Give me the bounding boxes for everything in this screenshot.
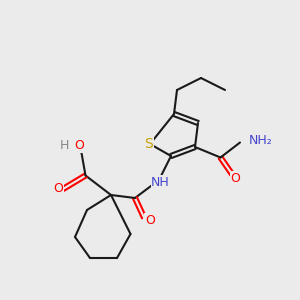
Text: NH₂: NH₂: [248, 134, 272, 148]
Text: NH: NH: [151, 176, 170, 189]
Text: O: O: [231, 172, 240, 185]
Text: O: O: [75, 139, 84, 152]
Text: H: H: [60, 139, 70, 152]
Text: O: O: [145, 214, 155, 227]
Text: S: S: [144, 137, 153, 151]
Text: O: O: [54, 182, 63, 196]
